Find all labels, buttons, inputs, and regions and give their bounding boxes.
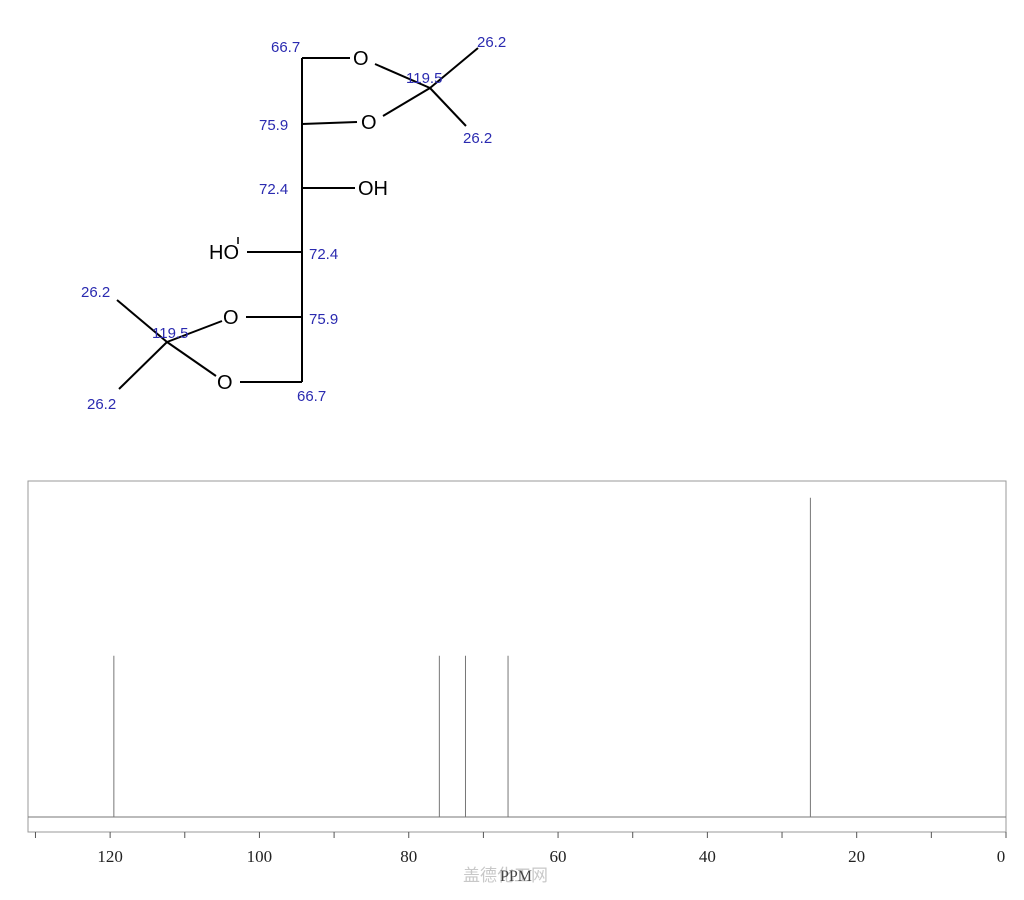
x-axis-tick-labels: 120 100 80 60 40 20 0 (97, 847, 1005, 866)
x-tick-label: 80 (400, 847, 417, 866)
plot-frame (27, 480, 1007, 833)
x-tick-label: 20 (848, 847, 865, 866)
bonds (116, 47, 479, 390)
peak-group (113, 497, 811, 817)
atom-oxygen: O (361, 112, 377, 134)
atom-hydroxyl: HO (209, 242, 239, 264)
shift-label: 75.9 (309, 311, 338, 328)
watermark: 盖德化工网 (463, 866, 548, 886)
x-axis-title: PPM (500, 868, 532, 885)
atom-oxygen: O (223, 307, 239, 329)
nmr-spectrum-chart: 120 100 80 60 40 20 0 盖德化工网 PPM (27, 480, 1007, 886)
atom-hydroxyl: OH (358, 178, 388, 200)
shift-label: 72.4 (259, 181, 288, 198)
shift-label: 26.2 (477, 34, 506, 51)
x-tick-label: 120 (97, 847, 123, 866)
shift-label: 26.2 (81, 284, 110, 301)
shift-label: 26.2 (463, 130, 492, 147)
shift-label: 119.5 (152, 325, 188, 342)
x-tick-label: 60 (550, 847, 567, 866)
x-axis-ticks (34, 832, 1007, 838)
x-tick-label: 100 (247, 847, 273, 866)
shift-label: 75.9 (259, 117, 288, 134)
shift-label: 26.2 (87, 396, 116, 413)
x-tick-label: 0 (997, 847, 1006, 866)
shift-label: 72.4 (309, 246, 338, 263)
atom-oxygen: O (217, 372, 233, 394)
molecule-structure: O O OH HO O O 66.7 119.5 26.2 26.2 75.9 … (81, 34, 506, 413)
shift-label: 119.5 (406, 70, 442, 87)
x-tick-label: 40 (699, 847, 716, 866)
shift-label: 66.7 (297, 388, 326, 405)
atom-oxygen: O (353, 48, 369, 70)
shift-label: 66.7 (271, 39, 300, 56)
